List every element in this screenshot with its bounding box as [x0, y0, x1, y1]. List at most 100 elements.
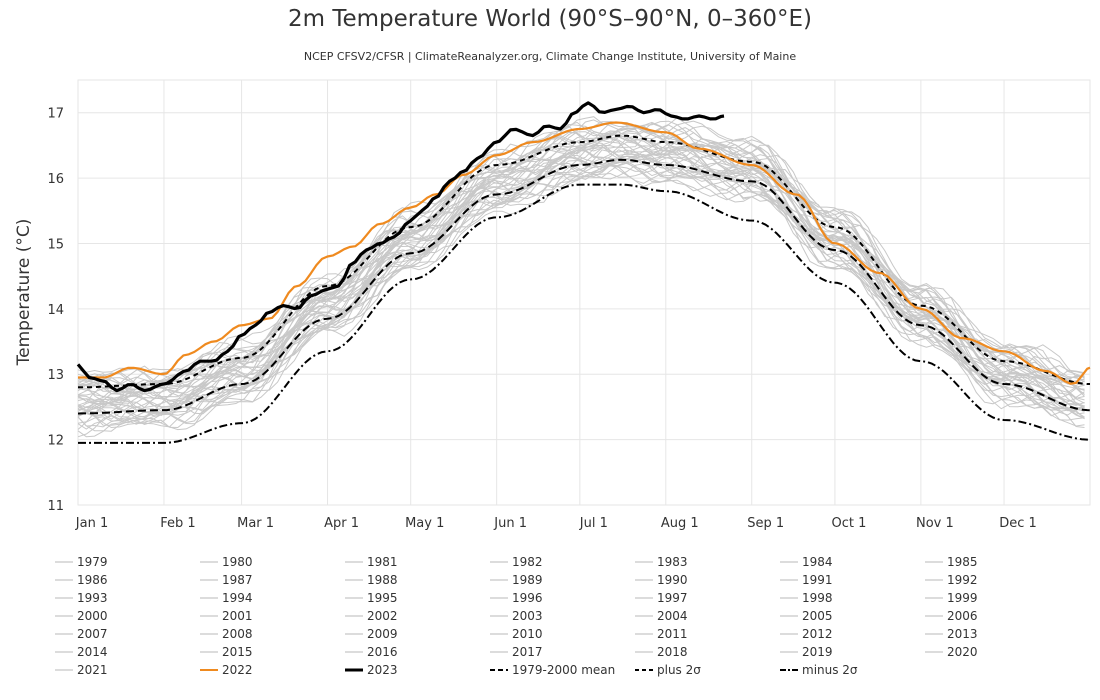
series-line-2023: [76, 101, 725, 393]
legend-item[interactable]: 1984: [780, 553, 833, 571]
legend-item[interactable]: 1998: [780, 589, 833, 607]
legend-label: 2022: [222, 663, 253, 677]
legend-swatch: [780, 669, 798, 671]
legend-item[interactable]: 1996: [490, 589, 543, 607]
legend-label: 1992: [947, 573, 978, 587]
legend-swatch: [780, 561, 798, 563]
legend-label: 1981: [367, 555, 398, 569]
legend-swatch: [200, 651, 218, 653]
legend-swatch: [925, 615, 943, 617]
legend-swatch: [200, 669, 218, 671]
legend-swatch: [635, 651, 653, 653]
legend-item[interactable]: 1999: [925, 589, 978, 607]
legend-item[interactable]: 1985: [925, 553, 978, 571]
legend-item[interactable]: 1981: [345, 553, 398, 571]
legend-item[interactable]: minus 2σ: [780, 661, 858, 679]
series-line-1996: [77, 149, 1085, 417]
legend-item[interactable]: 2020: [925, 643, 978, 661]
legend-item[interactable]: 1992: [925, 571, 978, 589]
x-tick-label: Sep 1: [747, 516, 784, 531]
legend-label: 2019: [802, 645, 833, 659]
legend-label: 2020: [947, 645, 978, 659]
legend-item[interactable]: 2009: [345, 625, 398, 643]
legend-swatch: [925, 579, 943, 581]
legend-item[interactable]: 2014: [55, 643, 108, 661]
legend-item[interactable]: 2010: [490, 625, 543, 643]
legend-item[interactable]: 1991: [780, 571, 833, 589]
legend-item[interactable]: 2019: [780, 643, 833, 661]
legend-label: 1995: [367, 591, 398, 605]
legend-label: 1983: [657, 555, 688, 569]
legend-item[interactable]: 2016: [345, 643, 398, 661]
legend-item[interactable]: 2000: [55, 607, 108, 625]
legend-item[interactable]: 2012: [780, 625, 833, 643]
legend-item[interactable]: 1982: [490, 553, 543, 571]
legend-item[interactable]: 2022: [200, 661, 253, 679]
legend-item[interactable]: 2017: [490, 643, 543, 661]
legend-item[interactable]: 2003: [490, 607, 543, 625]
legend-item[interactable]: 1983: [635, 553, 688, 571]
series-line-minus-2-: [78, 183, 1090, 444]
legend-label: 2013: [947, 627, 978, 641]
legend-label: 1999: [947, 591, 978, 605]
y-tick-label: 14: [47, 303, 64, 318]
legend-item[interactable]: 2011: [635, 625, 688, 643]
legend-label: 2014: [77, 645, 108, 659]
legend-swatch: [490, 561, 508, 563]
legend-item[interactable]: 1986: [55, 571, 108, 589]
legend-swatch: [345, 633, 363, 635]
legend-label: 2000: [77, 609, 108, 623]
grid-layer: [77, 79, 1091, 506]
legend-swatch: [200, 561, 218, 563]
series-line-2022: [78, 121, 1091, 385]
legend-item[interactable]: 1980: [200, 553, 253, 571]
legend-label: 1994: [222, 591, 253, 605]
series-line-2020: [77, 120, 1085, 387]
legend-item[interactable]: 1989: [490, 571, 543, 589]
series-line-1994: [77, 148, 1085, 418]
legend-label: 2023: [367, 663, 398, 677]
legend-item[interactable]: 2018: [635, 643, 688, 661]
series-line-1997: [77, 142, 1085, 413]
legend-label: 2009: [367, 627, 398, 641]
legend-item[interactable]: 2013: [925, 625, 978, 643]
legend-swatch: [490, 615, 508, 617]
series-line-2005: [77, 128, 1085, 411]
legend-item[interactable]: 2001: [200, 607, 253, 625]
legend-item[interactable]: 2002: [345, 607, 398, 625]
series-line-1986: [77, 155, 1085, 430]
legend-item[interactable]: 2021: [55, 661, 108, 679]
axis-layer: 11 12 13 14 15 16 17 Jan 1 Feb 1 Mar 1 Apr 1 May 1 J…: [47, 107, 1036, 531]
x-tick-label: May 1: [405, 516, 444, 531]
legend-item[interactable]: 1979: [55, 553, 108, 571]
legend-item[interactable]: 1979-2000 mean: [490, 661, 615, 679]
legend-item[interactable]: 2015: [200, 643, 253, 661]
y-tick-label: 11: [47, 499, 64, 514]
legend-item[interactable]: 2004: [635, 607, 688, 625]
legend-swatch: [200, 597, 218, 599]
legend-item[interactable]: 1990: [635, 571, 688, 589]
legend-label: 2008: [222, 627, 253, 641]
legend-item[interactable]: 1993: [55, 589, 108, 607]
legend-item[interactable]: 2006: [925, 607, 978, 625]
legend-item[interactable]: 1994: [200, 589, 253, 607]
legend-item[interactable]: 1987: [200, 571, 253, 589]
legend-item[interactable]: plus 2σ: [635, 661, 701, 679]
series-line-1987: [77, 154, 1085, 428]
chart-title: 2m Temperature World (90°S–90°N, 0–360°E…: [287, 6, 813, 32]
series-line-1993: [77, 149, 1085, 420]
legend-swatch: [780, 633, 798, 635]
legend-label: 2005: [802, 609, 833, 623]
legend-label: 2015: [222, 645, 253, 659]
legend-item[interactable]: 1988: [345, 571, 398, 589]
legend-label: 1986: [77, 573, 108, 587]
legend-item[interactable]: 2023: [345, 661, 398, 679]
x-tick-label: Jul 1: [579, 516, 608, 531]
series-line-2021: [77, 116, 1085, 383]
legend-item[interactable]: 2007: [55, 625, 108, 643]
legend-item[interactable]: 1997: [635, 589, 688, 607]
legend-item[interactable]: 2005: [780, 607, 833, 625]
legend-item[interactable]: 2008: [200, 625, 253, 643]
legend-label: 2018: [657, 645, 688, 659]
legend-item[interactable]: 1995: [345, 589, 398, 607]
